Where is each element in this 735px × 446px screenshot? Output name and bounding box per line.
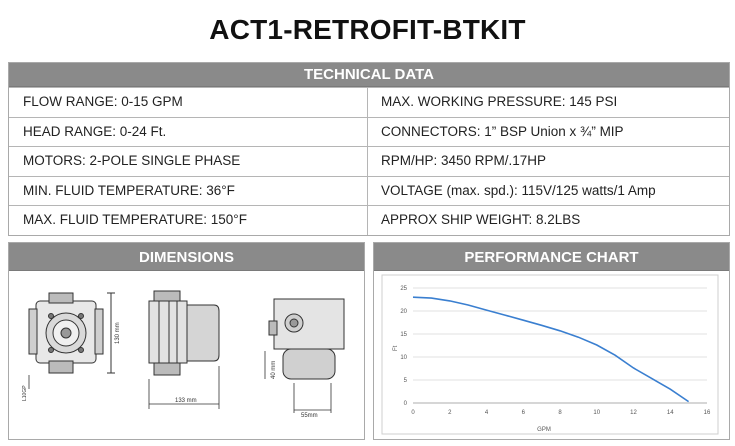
technical-data-table: TECHNICAL DATA FLOW RANGE: 0-15 GPM MAX.… (8, 62, 730, 236)
spec-ship-weight: APPROX SHIP WEIGHT: 8.2LBS (381, 212, 581, 228)
y-tick-label: 25 (400, 286, 407, 292)
model-tag-label: L10GP (22, 385, 28, 401)
y-tick-label: 5 (404, 378, 408, 384)
dimensions-header: DIMENSIONS (9, 243, 364, 271)
table-row: HEAD RANGE: 0-24 Ft. CONNECTORS: 1” BSP … (9, 116, 729, 147)
dimension-offset-label: 40 mm (271, 361, 277, 379)
y-tick-label: 15 (400, 332, 407, 338)
y-tick-label: 10 (400, 355, 407, 361)
technical-data-header: TECHNICAL DATA (9, 63, 729, 87)
x-tick-label: 6 (522, 410, 526, 416)
spec-flow-range: FLOW RANGE: 0-15 GPM (9, 88, 368, 117)
spec-motors: MOTORS: 2-POLE SINGLE PHASE (9, 147, 368, 176)
performance-chart: 0 5 10 15 20 25 0 2 4 6 8 10 12 14 16 GPM Ft (381, 274, 719, 435)
dimension-height-label: 130 mm (115, 322, 121, 344)
spec-min-temp: MIN. FLUID TEMPERATURE: 36°F (9, 176, 368, 206)
table-row: MIN. FLUID TEMPERATURE: 36°F VOLTAGE (ma… (9, 175, 729, 206)
spec-rpm-hp: RPM/HP: 3450 RPM/.17HP (381, 153, 547, 169)
dimension-depth-label: 55mm (301, 413, 318, 419)
x-tick-label: 14 (667, 410, 674, 416)
pump-back-view (264, 298, 345, 413)
x-tick-label: 2 (448, 410, 452, 416)
performance-header: PERFORMANCE CHART (374, 243, 729, 271)
pump-front-view (28, 292, 115, 389)
x-axis-label: GPM (537, 427, 551, 433)
dimensions-panel: DIMENSIONS 130 mm L10GP (8, 242, 365, 440)
x-tick-label: 10 (593, 410, 600, 416)
dimension-width-label: 133 mm (175, 398, 197, 404)
x-tick-label: 8 (558, 410, 562, 416)
x-tick-label: 4 (485, 410, 489, 416)
table-row: MAX. FLUID TEMPERATURE: 150°F APPROX SHI… (9, 205, 729, 235)
spec-voltage: VOLTAGE (max. spd.): 115V/125 watts/1 Am… (381, 182, 656, 198)
series-line (412, 296, 690, 403)
y-axis-label: Ft (393, 345, 399, 351)
table-row: MOTORS: 2-POLE SINGLE PHASE RPM/HP: 3450… (9, 146, 729, 176)
x-tick-label: 0 (411, 410, 415, 416)
dimensions-drawing: 130 mm L10GP 133 mm 40 mm 55m (22, 290, 345, 419)
spec-connectors: CONNECTORS: 1” BSP Union x ¾” MIP (381, 123, 624, 139)
y-tick-label: 20 (400, 309, 407, 315)
spec-max-pressure: MAX. WORKING PRESSURE: 145 PSI (381, 94, 618, 109)
chart-frame (381, 274, 719, 435)
page-title: ACT1-RETROFIT-BTKIT (209, 14, 526, 45)
table-row: FLOW RANGE: 0-15 GPM MAX. WORKING PRESSU… (9, 87, 729, 117)
spec-max-temp: MAX. FLUID TEMPERATURE: 150°F (9, 206, 368, 235)
pump-side-view (148, 290, 220, 409)
x-tick-label: 16 (704, 410, 711, 416)
y-tick-label: 0 (404, 401, 408, 407)
performance-panel: PERFORMANCE CHART 0 5 10 15 20 25 0 2 4 6 8 10 12 14 1… (373, 242, 730, 440)
spec-head-range: HEAD RANGE: 0-24 Ft. (9, 117, 368, 147)
x-tick-label: 12 (630, 410, 637, 416)
